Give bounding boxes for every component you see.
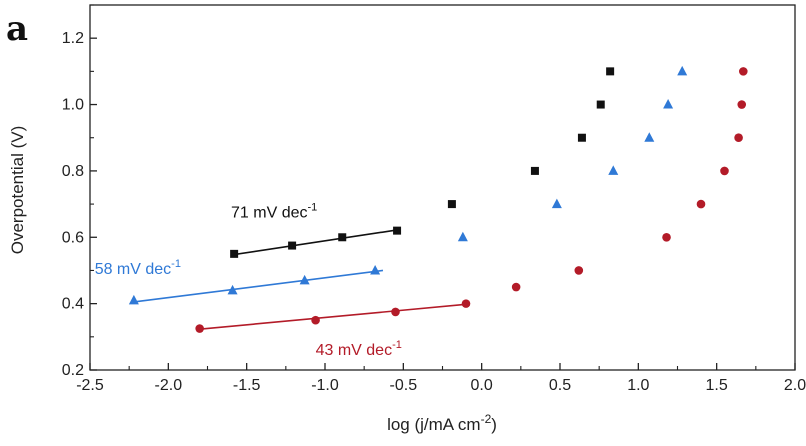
x-tick-label: 1.0 <box>627 377 649 394</box>
square-point <box>338 233 347 242</box>
circle-point <box>511 282 521 292</box>
y-tick-label: 0.8 <box>62 163 84 180</box>
x-axis-ticks: -2.5 -2.0 -1.5 -1.0 -0.5 0.0 0.5 1.0 1.5 2.0 <box>76 363 806 394</box>
tafel-fit-line <box>199 303 467 330</box>
circle-point <box>720 166 729 176</box>
square-point <box>288 241 297 250</box>
circle-point <box>195 324 204 333</box>
x-axis-title-end: ) <box>491 415 497 434</box>
square-point <box>393 226 402 235</box>
x-axis-title: log (j/mA cm-2) <box>387 412 497 434</box>
square-point <box>230 249 239 258</box>
circle-point <box>734 133 743 143</box>
plot-frame <box>89 4 796 371</box>
triangle-point <box>551 198 562 209</box>
y-tick-label: 0.4 <box>62 296 84 313</box>
triangle-point <box>370 264 381 275</box>
x-tick-label: 0.0 <box>471 377 493 394</box>
x-tick-label: 0.5 <box>549 377 571 394</box>
panel-label: a <box>6 9 28 49</box>
square-point <box>577 133 586 142</box>
y-axis-title: Overpotential (V) <box>8 126 27 255</box>
triangle-point <box>227 284 238 295</box>
circle-point <box>696 199 706 209</box>
circle-point <box>574 266 584 275</box>
square-point <box>447 200 456 209</box>
square-point <box>530 166 539 175</box>
circle-point <box>391 307 400 317</box>
tafel-fit-line <box>234 229 398 256</box>
y-tick-label: 1.0 <box>62 97 84 114</box>
x-axis-title-main: log (j/mA cm <box>387 415 481 434</box>
fit-lines <box>133 229 467 330</box>
x-tick-label: -2.0 <box>155 377 183 394</box>
circle-point <box>311 315 320 325</box>
x-tick-label: -1.5 <box>233 377 261 394</box>
slope-label: 71 mV dec-1 <box>231 201 317 221</box>
x-tick-label: 1.5 <box>706 377 728 394</box>
data-markers <box>128 65 748 333</box>
x-axis-title-sup: -2 <box>481 412 492 426</box>
circle-point <box>739 67 748 76</box>
circle-point <box>662 232 671 242</box>
y-tick-label: 0.2 <box>62 362 84 379</box>
triangle-point <box>608 165 619 175</box>
triangle-point <box>663 99 674 109</box>
x-tick-label: -0.5 <box>390 377 418 394</box>
x-tick-label: -1.0 <box>311 377 339 394</box>
x-tick-label: 2.0 <box>784 377 806 394</box>
slope-label: 58 mV dec-1 <box>95 258 181 278</box>
triangle-point <box>457 231 468 242</box>
square-point <box>596 100 605 109</box>
tafel-fit-line <box>133 269 384 303</box>
triangle-point <box>128 294 139 305</box>
x-tick-label: -2.5 <box>76 377 104 394</box>
slope-annotations: 71 mV dec-1 58 mV dec-1 43 mV dec-1 <box>95 201 402 359</box>
circle-point <box>461 299 471 308</box>
triangle-point <box>299 274 310 285</box>
circle-point <box>737 100 747 109</box>
triangle-point <box>644 132 655 142</box>
y-axis-ticks: 0.2 0.4 0.6 0.8 1.0 1.2 <box>62 4 97 379</box>
y-tick-label: 0.6 <box>62 229 84 246</box>
triangle-point <box>677 65 688 76</box>
slope-label: 43 mV dec-1 <box>316 339 402 359</box>
y-tick-label: 1.2 <box>62 30 84 47</box>
square-point <box>606 67 615 76</box>
